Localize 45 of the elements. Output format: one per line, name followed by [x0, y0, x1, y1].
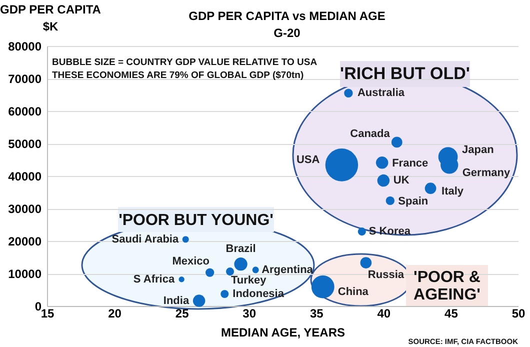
series-label: Saudi Arabia	[112, 233, 180, 246]
y-tick-label: 80000	[8, 40, 42, 54]
series-label: Mexico	[172, 256, 210, 268]
series-label: Argentina	[262, 264, 314, 276]
series-label: Spain	[398, 196, 428, 208]
y-tick-label: 30000	[8, 202, 42, 216]
y-axis-title: GDP PER CAPITA $K	[0, 2, 102, 34]
x-tick-label: 25	[175, 306, 190, 320]
series-label: India	[163, 294, 190, 307]
y-tick-label: 10000	[8, 267, 42, 281]
x-tick-label: 50	[512, 306, 526, 320]
series-label: Australia	[357, 87, 406, 100]
y-tick-label: 40000	[8, 170, 42, 184]
y-tick-label: 50000	[8, 137, 42, 151]
series-label: Germany	[462, 166, 511, 179]
annotation: BUBBLE SIZE = COUNTRY GDP VALUE RELATIVE TO USA	[52, 57, 318, 68]
y-tick-label: 70000	[8, 72, 42, 86]
series-label: Indonesia	[232, 288, 285, 300]
series-label: S Africa	[133, 273, 176, 286]
y-tick-label: 20000	[8, 234, 42, 248]
x-tick-label: 35	[310, 306, 324, 320]
y-tick-label: 0	[34, 300, 42, 314]
series-label: France	[392, 158, 428, 170]
x-tick-label: 15	[40, 306, 54, 320]
x-tick-label: 30	[242, 306, 256, 320]
chart-title: GDP PER CAPITA vs MEDIAN AGE	[188, 9, 386, 23]
x-tick-label: 40	[377, 306, 391, 320]
x-axis-title: MEDIAN AGE, YEARS	[220, 326, 346, 340]
series-label: China	[338, 286, 370, 298]
annotation: 'POOR & AGEING'	[414, 269, 481, 304]
series-label: Brazil	[226, 243, 256, 256]
annotation: THESE ECONOMIES ARE 79% OF GLOBAL GDP ($70tn)	[52, 70, 304, 81]
x-tick-label: 45	[444, 306, 458, 320]
series-label: UK	[393, 174, 410, 187]
annotation: 'POOR BUT YOUNG'	[118, 212, 274, 229]
chart-subtitle: G-20	[274, 26, 301, 40]
y-tick-label: 60000	[8, 104, 42, 118]
series-label: Japan	[462, 144, 494, 156]
series-label: Russia	[368, 268, 405, 281]
series-label: Italy	[442, 185, 464, 198]
annotation: 'RICH BUT OLD'	[340, 64, 470, 83]
series-label: Turkey	[231, 274, 268, 287]
series-label: Canada	[350, 128, 391, 140]
series-label: USA	[296, 154, 320, 166]
x-tick-label: 20	[108, 306, 122, 320]
